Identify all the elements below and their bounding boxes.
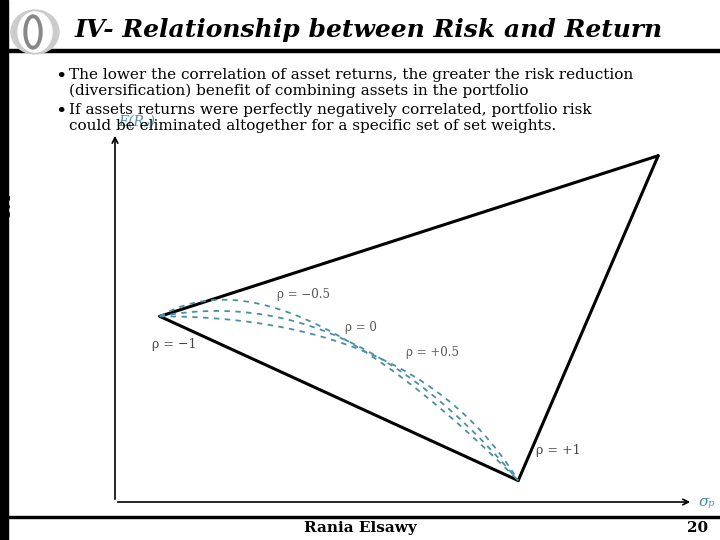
- Text: ρ = −0.5: ρ = −0.5: [277, 288, 330, 301]
- Text: could be eliminated altogether for a specific set of set weights.: could be eliminated altogether for a spe…: [69, 119, 557, 133]
- Text: •: •: [55, 68, 66, 86]
- Ellipse shape: [24, 15, 42, 49]
- Bar: [0, 0, 8, 540]
- Text: If assets returns were perfectly negatively correlated, portfolio risk: If assets returns were perfectly negativ…: [69, 103, 592, 117]
- Text: ρ = −1: ρ = −1: [152, 339, 197, 352]
- Text: Rania Elsawy: Rania Elsawy: [304, 521, 416, 535]
- Bar: [8, 49, 720, 52]
- Ellipse shape: [28, 19, 38, 45]
- Text: ρ = +1: ρ = +1: [536, 444, 581, 457]
- Ellipse shape: [18, 12, 52, 52]
- Text: σₚ: σₚ: [699, 495, 716, 509]
- Text: ρ = +0.5: ρ = +0.5: [406, 346, 459, 359]
- Text: 20: 20: [687, 521, 708, 535]
- Text: IV- Relationship between Risk and Return: IV- Relationship between Risk and Return: [75, 18, 663, 42]
- Text: ρ = 0: ρ = 0: [345, 321, 377, 334]
- Bar: [8, 516, 720, 518]
- Text: Central Bank of Egypt: Central Bank of Egypt: [0, 184, 11, 356]
- Text: The lower the correlation of asset returns, the greater the risk reduction: The lower the correlation of asset retur…: [69, 68, 634, 82]
- Text: (diversification) benefit of combining assets in the portfolio: (diversification) benefit of combining a…: [69, 84, 528, 98]
- Text: •: •: [55, 103, 66, 121]
- Text: E(Rₚ): E(Rₚ): [118, 115, 155, 129]
- Ellipse shape: [11, 10, 59, 54]
